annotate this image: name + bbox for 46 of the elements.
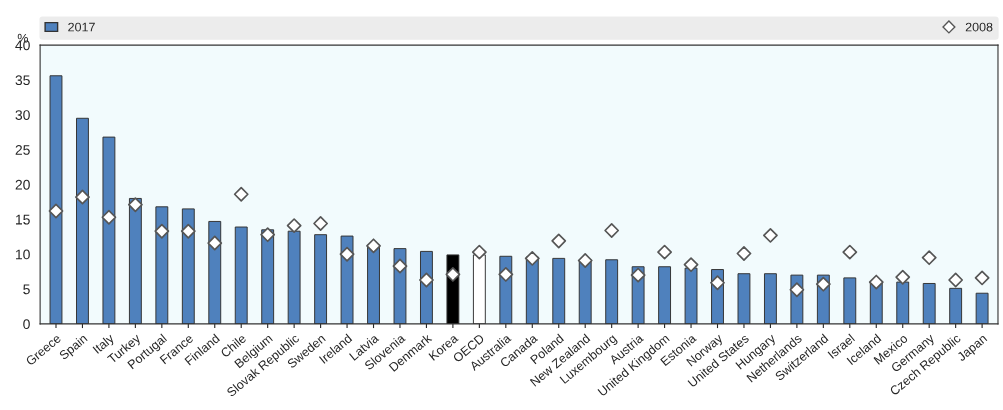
point — [233, 186, 249, 202]
point — [207, 235, 223, 251]
point — [974, 270, 990, 286]
point — [657, 244, 673, 260]
point — [842, 244, 858, 260]
point — [736, 246, 752, 261]
point — [392, 258, 408, 274]
point — [630, 267, 646, 283]
y-tick-label: 35 — [15, 75, 30, 86]
point — [101, 209, 117, 225]
point — [710, 275, 725, 291]
point — [75, 189, 90, 205]
point — [921, 250, 937, 266]
point — [524, 250, 540, 266]
point — [445, 266, 461, 282]
point — [286, 218, 302, 234]
point — [604, 223, 620, 238]
point — [180, 223, 196, 239]
point — [260, 227, 276, 243]
point — [815, 276, 831, 292]
point — [763, 227, 778, 243]
point — [551, 233, 567, 249]
point — [498, 266, 514, 282]
point — [419, 272, 434, 288]
y-tick-label: 10 — [16, 249, 30, 260]
point — [577, 253, 593, 268]
point — [895, 269, 911, 285]
point — [313, 216, 329, 231]
point — [789, 282, 805, 298]
point — [471, 244, 487, 260]
y-tick-label: 0 — [23, 319, 30, 330]
y-tick-label: 15 — [16, 214, 30, 225]
y-tick-label: 5 — [23, 284, 30, 295]
point — [366, 238, 381, 254]
point — [127, 197, 143, 213]
point — [154, 223, 170, 239]
legend-label: 2008 — [965, 22, 993, 32]
point — [339, 246, 355, 262]
point — [948, 272, 964, 288]
point — [683, 257, 699, 273]
y-tick-label: 25 — [15, 144, 30, 155]
point — [48, 203, 64, 219]
point — [868, 274, 884, 290]
y-tick-label: 30 — [15, 110, 30, 120]
y-tick-label: 20 — [15, 179, 30, 190]
legend-label: 2017 — [68, 22, 95, 32]
